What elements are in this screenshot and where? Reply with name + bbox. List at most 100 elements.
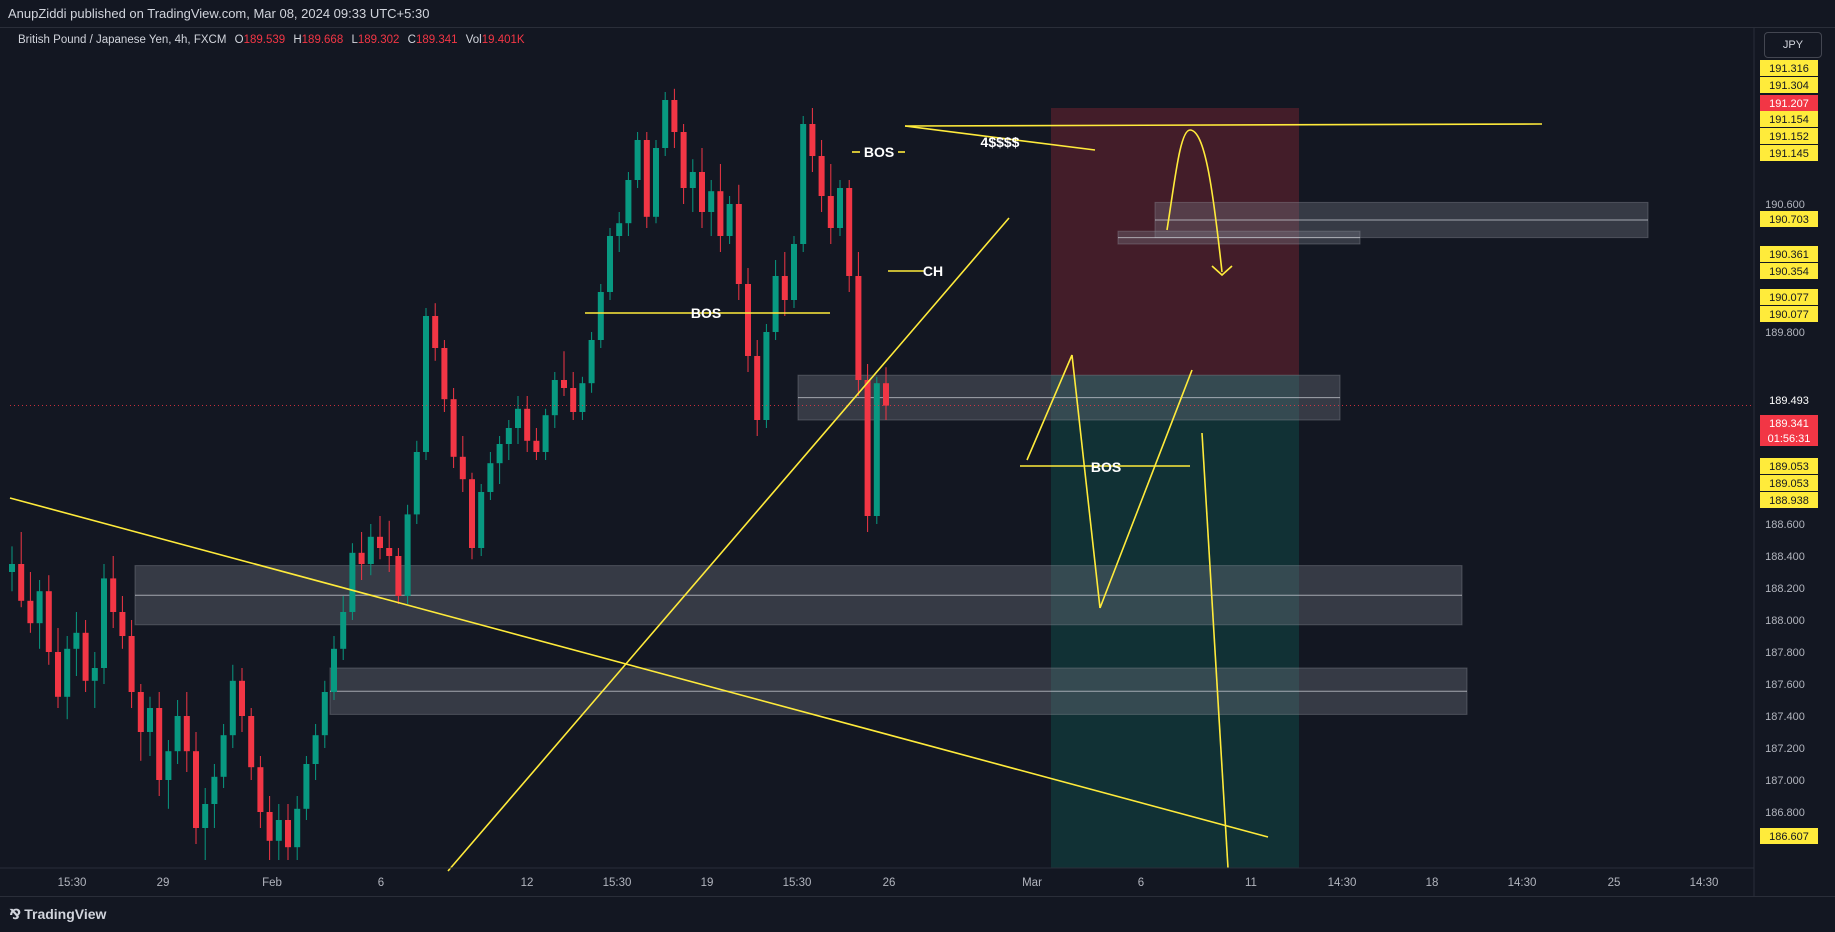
- price-tick: 188.200: [1765, 583, 1805, 595]
- price-axis: 191.000190.600189.800188.600188.400188.2…: [1753, 27, 1835, 896]
- candle-body: [671, 100, 678, 132]
- candle-body: [321, 692, 328, 736]
- candle-body: [367, 536, 374, 564]
- candle-body: [432, 316, 439, 348]
- candle-body: [211, 776, 218, 804]
- candle-body: [643, 140, 650, 217]
- price-label-badge: [1760, 211, 1818, 227]
- candle-body: [450, 399, 457, 457]
- candle-body: [220, 735, 227, 777]
- close-label: C: [407, 34, 416, 46]
- path-leg-3[interactable]: [1099, 369, 1193, 609]
- volume-label: Vol: [465, 34, 482, 46]
- time-tick: 25: [1608, 877, 1621, 889]
- time-tick: Feb: [262, 877, 282, 889]
- candle-body: [597, 292, 604, 340]
- candle-body: [818, 156, 825, 196]
- annotation-label: BOS: [1091, 459, 1121, 475]
- candle-body: [699, 172, 705, 212]
- projection-curve[interactable]: [1166, 129, 1223, 273]
- candles-layer: [9, 88, 889, 860]
- open-label: O: [234, 34, 244, 46]
- candle-body: [478, 492, 485, 548]
- candle-body: [110, 578, 117, 612]
- currency-button[interactable]: JPY: [1764, 32, 1822, 58]
- open-value: 189.539: [243, 34, 286, 46]
- liquidity-line[interactable]: [904, 123, 1543, 127]
- candle-body: [708, 191, 715, 212]
- tradingview-logo[interactable]: ⅋ TradingView: [9, 906, 106, 923]
- candle-body: [717, 191, 724, 236]
- drawings-layer: [9, 123, 1758, 872]
- candle-body: [294, 808, 301, 848]
- time-axis: 15:30 29 Feb 6 12 15:30 19 15:30 26 Mar 6 11 14:30 18…: [0, 867, 1754, 889]
- time-tick: Mar: [1022, 877, 1042, 889]
- candle-body: [680, 132, 687, 188]
- time-tick: 11: [1245, 877, 1257, 889]
- candle-body: [27, 600, 34, 624]
- candle-body: [689, 172, 696, 188]
- candle-body: [165, 751, 172, 780]
- path-leg-1[interactable]: [1026, 354, 1073, 461]
- candle-body: [505, 428, 512, 444]
- symbol-legend: British Pound / Japanese Yen, 4h, FXCM O…: [18, 34, 525, 46]
- price-label-badge: [1760, 263, 1818, 279]
- candle-body: [883, 383, 889, 406]
- candle-body: [82, 632, 89, 681]
- candle-body: [183, 716, 190, 752]
- candle-body: [18, 564, 25, 601]
- candle-body: [303, 764, 310, 809]
- price-label-text: 191.152: [1769, 131, 1809, 143]
- price-label-text: 188.938: [1769, 495, 1809, 507]
- price-tick: 187.800: [1765, 647, 1805, 659]
- sweep-line[interactable]: [904, 125, 1096, 151]
- candle-body: [55, 652, 61, 697]
- candle-body: [257, 767, 264, 812]
- path-leg-4[interactable]: [1201, 432, 1229, 869]
- candle-body: [469, 479, 475, 548]
- candle-body: [45, 591, 52, 652]
- candle-body: [358, 552, 365, 564]
- price-label-badge: [1760, 128, 1818, 144]
- candle-body: [137, 692, 144, 732]
- candle-body: [340, 612, 347, 649]
- path-leg-2[interactable]: [1071, 354, 1101, 609]
- annotation-label: BOS: [864, 144, 894, 160]
- time-tick: 14:30: [1690, 877, 1719, 889]
- take-profit-zone[interactable]: [1051, 375, 1299, 868]
- volume-value: 19.401K: [481, 34, 525, 46]
- candle-body: [524, 408, 531, 441]
- annotation-label: 4$$$$: [981, 134, 1020, 150]
- price-tick: 188.400: [1765, 551, 1805, 563]
- price-label-text: 191.145: [1769, 148, 1809, 160]
- candle-body: [156, 708, 163, 780]
- time-tick: 15:30: [58, 877, 87, 889]
- downtrend-line[interactable]: [9, 497, 1269, 838]
- price-tick: 190.600: [1765, 199, 1805, 211]
- candle-body: [441, 348, 448, 400]
- uptrend-line[interactable]: [447, 217, 1010, 872]
- time-tick: 14:30: [1328, 877, 1357, 889]
- close-value: 189.341: [415, 34, 458, 46]
- candle-body: [827, 196, 834, 228]
- price-label-badge: [1760, 475, 1818, 491]
- stop-loss-zone[interactable]: [1051, 108, 1299, 376]
- low-value: 189.302: [357, 34, 400, 46]
- price-tick: 187.200: [1765, 743, 1805, 755]
- price-tick: 187.600: [1765, 679, 1805, 691]
- price-label-badge: [1760, 415, 1818, 431]
- candle-body: [266, 812, 273, 841]
- symbol-name: British Pound / Japanese Yen, 4h, FXCM: [18, 34, 227, 46]
- candle-body: [377, 536, 383, 548]
- price-label-badge: [1760, 246, 1818, 262]
- price-tick: 189.800: [1765, 327, 1805, 339]
- candle-body: [174, 716, 181, 752]
- price-label-badge: [1760, 392, 1818, 408]
- price-label-text: 189.053: [1769, 461, 1809, 473]
- price-label-badge: [1760, 111, 1818, 127]
- zones-layer: [134, 108, 1649, 868]
- candle-body: [193, 751, 199, 828]
- annotation-label: CH: [923, 263, 943, 279]
- candle-body: [551, 380, 558, 416]
